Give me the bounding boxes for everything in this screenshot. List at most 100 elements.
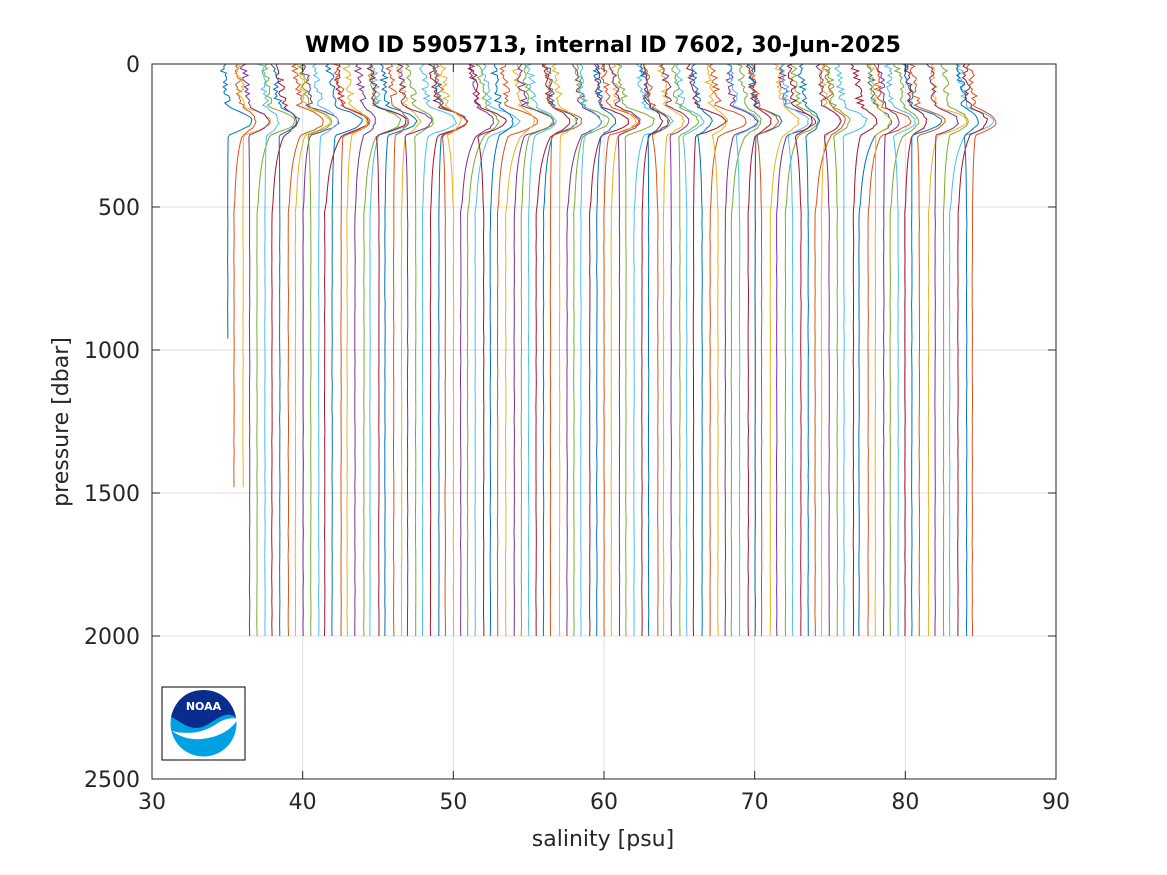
y-tick-label: 1000 [84, 339, 140, 364]
profile-line [333, 63, 371, 637]
profile-line [234, 63, 272, 488]
profile-line [815, 63, 842, 637]
profile-line [298, 63, 333, 637]
profile-line [642, 63, 671, 637]
y-tick-label: 0 [126, 53, 140, 78]
profile-line [786, 63, 813, 637]
profile-line [784, 63, 819, 637]
axis-ticks [151, 63, 1057, 780]
profile-line [902, 63, 943, 637]
profile-line [294, 63, 331, 637]
profile-line [940, 63, 969, 637]
profile-line [797, 63, 821, 637]
profile-line [474, 63, 521, 637]
profile-line [745, 63, 772, 637]
profile-line [724, 63, 759, 637]
profile-line [660, 63, 690, 637]
profile-line [730, 63, 762, 637]
profile-line [542, 63, 583, 637]
profile-line [704, 63, 729, 637]
profile-line [257, 63, 280, 637]
profile-line [641, 63, 664, 637]
profile-line [819, 63, 842, 637]
x-tick-label: 80 [891, 790, 919, 815]
y-tick-label: 2000 [84, 625, 140, 650]
profile-line [520, 63, 555, 637]
profile-line [865, 63, 892, 637]
profile-line [396, 63, 422, 637]
profile-line [904, 63, 928, 637]
profile-line [385, 63, 410, 637]
profile-line [504, 63, 536, 637]
profile-line [432, 64, 469, 637]
x-tick-labels: 30 40 50 60 70 80 90 [138, 790, 1070, 815]
noaa-logo-top-icon [171, 690, 236, 728]
profile-line [324, 63, 363, 637]
profile-line [366, 63, 407, 637]
profile-line [769, 63, 800, 637]
profile-line [535, 63, 571, 637]
profile-line [858, 63, 893, 637]
profile-line [419, 63, 458, 636]
profile-line [600, 63, 640, 637]
profile-line [877, 63, 900, 636]
profile-line [404, 63, 434, 636]
profile-line [607, 63, 637, 637]
x-tick-label: 50 [439, 790, 467, 815]
profile-line [656, 63, 686, 636]
profile-line [378, 63, 418, 636]
profile-line [638, 63, 670, 637]
profile-line [592, 63, 617, 637]
profile-line [433, 63, 468, 636]
x-axis-label: salinity [psu] [532, 827, 674, 852]
profile-line [524, 63, 557, 637]
profile-line [256, 63, 296, 637]
noaa-logo-text: NOAA [186, 700, 222, 713]
profile-line [287, 63, 324, 637]
profile-line [747, 63, 780, 637]
profile-line [342, 63, 368, 636]
x-tick-label: 60 [590, 790, 618, 815]
chart-title: WMO ID 5905713, internal ID 7602, 30-Jun… [305, 33, 901, 58]
profile-line [688, 63, 713, 637]
profile-line [616, 63, 656, 637]
profile-line [573, 63, 610, 637]
profile-line [396, 63, 433, 637]
y-tick-label: 1500 [84, 482, 140, 507]
profile-line [578, 63, 602, 637]
profile-line [686, 63, 727, 637]
profile-line [825, 63, 851, 636]
profile-line [726, 63, 760, 637]
profile-line [496, 63, 539, 636]
profile-line [889, 63, 920, 636]
x-tick-label: 90 [1042, 790, 1070, 815]
profile-line [513, 63, 555, 637]
profile-line [955, 63, 979, 637]
profile-line [867, 63, 912, 637]
profile-line [469, 63, 507, 637]
profile-line [466, 63, 500, 637]
profile-line [369, 64, 409, 636]
profile-line [271, 63, 297, 637]
profile-line [363, 63, 402, 637]
profile-line [747, 63, 783, 637]
profile-line [927, 63, 968, 637]
profile-line [834, 63, 868, 636]
profile-line [239, 63, 270, 637]
profile-line [270, 63, 300, 637]
profile-line [438, 63, 463, 637]
x-tick-label: 40 [289, 790, 317, 815]
profile-line [219, 63, 253, 339]
profile-line [550, 63, 577, 637]
y-tick-label: 2500 [84, 768, 140, 793]
profile-line [353, 63, 376, 636]
profile-line [608, 63, 641, 637]
profile-line [671, 63, 700, 637]
profile-line [311, 63, 339, 637]
profile-line [301, 63, 340, 637]
y-axis-label: pressure [dbar] [49, 337, 74, 507]
y-tick-labels: 0 500 1000 1500 2000 2500 [84, 53, 140, 793]
y-tick-label: 500 [98, 196, 140, 221]
x-tick-label: 70 [741, 790, 769, 815]
